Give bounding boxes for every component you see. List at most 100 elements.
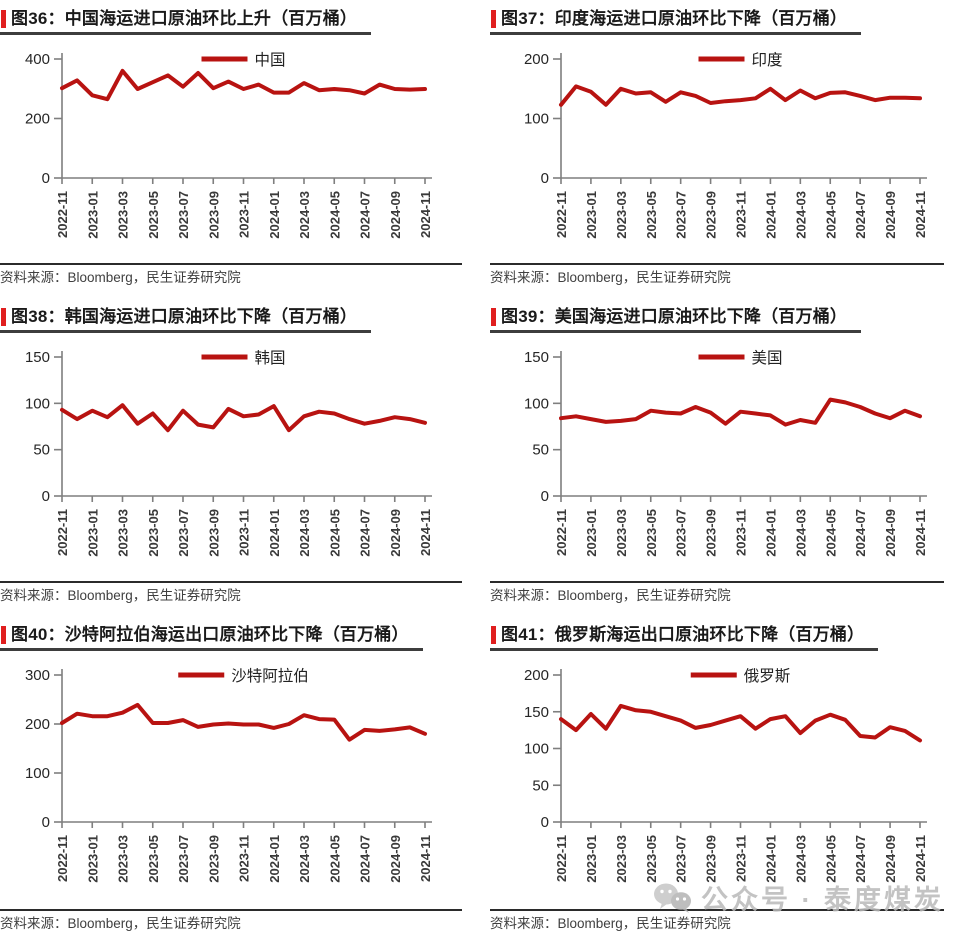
svg-text:2023-07: 2023-07 (674, 835, 689, 883)
svg-text:2023-01: 2023-01 (85, 509, 100, 557)
svg-text:2024-09: 2024-09 (388, 835, 403, 883)
svg-text:2024-05: 2024-05 (327, 509, 342, 557)
legend: 中国 (201, 51, 286, 69)
divider (0, 908, 462, 911)
svg-text:2023-07: 2023-07 (176, 509, 191, 557)
svg-text:2023-03: 2023-03 (116, 509, 131, 557)
x-axis: 2022-11 2023-01 2023-03 2023-05 2023-07 2023-… (554, 821, 928, 883)
svg-text:2023-07: 2023-07 (176, 191, 191, 239)
svg-text:中国: 中国 (255, 51, 286, 69)
title-accent-bar (1, 10, 6, 28)
y-axis: 0 50 100 150 (524, 349, 562, 505)
svg-text:0: 0 (42, 814, 50, 831)
svg-text:沙特阿拉伯: 沙特阿拉伯 (231, 667, 309, 685)
svg-text:0: 0 (42, 488, 50, 505)
saudi-line-chart: 0 100 200 300 2022-11 2023-01 2023-03 2023-05 20… (0, 651, 462, 905)
legend: 印度 (698, 51, 783, 69)
svg-text:2024-11: 2024-11 (913, 509, 928, 556)
svg-text:2023-09: 2023-09 (206, 509, 221, 557)
svg-text:2024-09: 2024-09 (883, 835, 898, 883)
india-line-chart-svg: 0 100 200 2022-11 2023-01 2023-03 2023-05 2023-… (524, 51, 928, 239)
svg-text:2024-11: 2024-11 (913, 835, 928, 882)
y-axis: 0 50 100 150 (25, 349, 63, 505)
india-line-chart: 0 100 200 2022-11 2023-01 2023-03 2023-05 2023-… (490, 35, 944, 261)
figure-title: 图39：美国海运进口原油环比下降（百万桶） (501, 307, 848, 326)
svg-text:2022-11: 2022-11 (554, 509, 569, 556)
svg-text:0: 0 (541, 170, 549, 187)
svg-text:2022-11: 2022-11 (554, 191, 569, 238)
svg-text:2022-11: 2022-11 (55, 191, 70, 238)
svg-text:2024-05: 2024-05 (327, 835, 342, 883)
source-note: 资料来源：Bloomberg，民生证券研究院 (490, 916, 731, 931)
figure-title: 图40：沙特阿拉伯海运出口原油环比下降（百万桶） (11, 625, 409, 644)
svg-text:俄罗斯: 俄罗斯 (744, 667, 791, 685)
figure-header: 图37：印度海运进口原油环比下降（百万桶） (490, 8, 862, 35)
figure-title: 图36：中国海运进口原油环比上升（百万桶） (11, 9, 358, 28)
svg-text:2023-05: 2023-05 (146, 191, 161, 239)
figure-header: 图38：韩国海运进口原油环比下降（百万桶） (0, 306, 372, 333)
svg-text:2023-01: 2023-01 (584, 509, 599, 557)
svg-text:2023-09: 2023-09 (206, 191, 221, 239)
svg-text:2024-07: 2024-07 (853, 191, 868, 239)
svg-text:2024-01: 2024-01 (763, 509, 778, 557)
svg-text:2024-07: 2024-07 (358, 509, 373, 557)
y-axis: 0 100 200 (524, 51, 562, 187)
divider (490, 580, 944, 583)
svg-text:韩国: 韩国 (255, 349, 286, 367)
svg-text:200: 200 (524, 667, 549, 684)
source-note: 资料来源：Bloomberg，民生证券研究院 (490, 270, 731, 285)
svg-text:2023-11: 2023-11 (734, 835, 749, 882)
svg-text:2023-07: 2023-07 (176, 835, 191, 883)
title-accent-bar (491, 308, 496, 326)
svg-text:2024-03: 2024-03 (793, 509, 808, 557)
svg-text:2024-11: 2024-11 (418, 509, 433, 556)
figure-title: 图37：印度海运进口原油环比下降（百万桶） (501, 9, 848, 28)
y-axis: 0 50 100 150 200 (524, 667, 562, 831)
svg-text:2024-09: 2024-09 (883, 509, 898, 557)
x-axis: 2022-11 2023-01 2023-03 2023-05 2023-07 2023-… (55, 177, 433, 239)
figure-header: 图39：美国海运进口原油环比下降（百万桶） (490, 306, 862, 333)
svg-text:2024-09: 2024-09 (388, 191, 403, 239)
figure-card-36: 图36：中国海运进口原油环比上升（百万桶） 0 200 400 2022-11 2023… (0, 0, 482, 298)
svg-text:100: 100 (25, 395, 50, 412)
svg-text:2023-01: 2023-01 (85, 835, 100, 883)
svg-text:0: 0 (541, 814, 549, 831)
source-note: 资料来源：Bloomberg，民生证券研究院 (0, 588, 241, 603)
svg-text:2023-09: 2023-09 (704, 191, 719, 239)
svg-text:2023-11: 2023-11 (734, 191, 749, 238)
legend: 俄罗斯 (690, 667, 791, 685)
svg-text:2023-03: 2023-03 (116, 191, 131, 239)
figure-footer: 资料来源：Bloomberg，民生证券研究院 (490, 580, 944, 617)
svg-text:150: 150 (524, 349, 549, 366)
svg-text:200: 200 (524, 51, 549, 68)
figure-footer: 资料来源：Bloomberg，民生证券研究院 (490, 908, 944, 944)
svg-text:0: 0 (42, 170, 50, 187)
svg-text:2023-03: 2023-03 (614, 191, 629, 239)
svg-text:印度: 印度 (752, 51, 783, 69)
svg-text:2024-05: 2024-05 (823, 509, 838, 557)
svg-text:300: 300 (25, 667, 50, 684)
chart-line (559, 397, 922, 427)
svg-text:2023-11: 2023-11 (734, 509, 749, 556)
figure-footer: 资料来源：Bloomberg，民生证券研究院 (0, 580, 462, 617)
y-axis: 0 100 200 300 (25, 667, 63, 831)
svg-text:2024-07: 2024-07 (358, 191, 373, 239)
svg-text:150: 150 (25, 349, 50, 366)
figure-card-37: 图37：印度海运进口原油环比下降（百万桶） 0 100 200 2022-11 2023… (482, 0, 964, 298)
divider (490, 262, 944, 265)
svg-text:2023-09: 2023-09 (704, 835, 719, 883)
svg-text:2024-09: 2024-09 (883, 191, 898, 239)
svg-text:2022-11: 2022-11 (55, 509, 70, 556)
chart-line (559, 84, 922, 107)
svg-text:50: 50 (532, 442, 549, 459)
svg-text:2023-11: 2023-11 (237, 509, 252, 556)
figure-footer: 资料来源：Bloomberg，民生证券研究院 (0, 908, 462, 944)
source-note: 资料来源：Bloomberg，民生证券研究院 (0, 916, 241, 931)
svg-text:2024-11: 2024-11 (418, 191, 433, 238)
figure-footer: 资料来源：Bloomberg，民生证券研究院 (490, 262, 944, 299)
svg-text:2023-01: 2023-01 (584, 191, 599, 239)
russia-line-chart-svg: 0 50 100 150 200 2022-11 2023-01 2023-03 2023-05… (524, 667, 928, 883)
